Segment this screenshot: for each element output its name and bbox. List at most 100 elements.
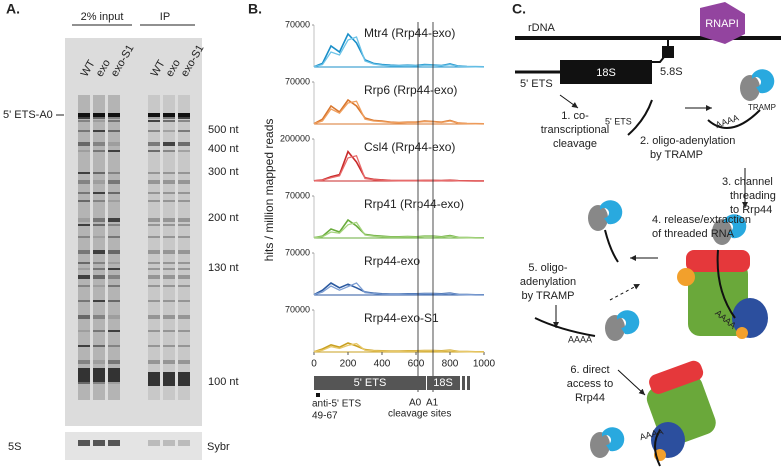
- step-text: 2. oligo-adenylation: [640, 135, 735, 147]
- tramp-grey: [588, 205, 608, 231]
- gel-band: [78, 250, 90, 254]
- probe-label: 49-67: [312, 411, 338, 422]
- step-text: transcriptional: [541, 124, 609, 136]
- gel-band: [93, 236, 105, 238]
- gel-band: [78, 315, 90, 319]
- tramp-grey: [605, 315, 625, 341]
- lane-smear: [108, 95, 120, 400]
- gel-band: [148, 285, 160, 287]
- x-tick-label: 1000: [473, 359, 496, 370]
- gel-band: [93, 382, 105, 384]
- gel-band: [178, 218, 190, 222]
- gel-band: [163, 180, 175, 184]
- gel-band: [108, 218, 120, 222]
- step-text: adenylation: [520, 276, 576, 288]
- arrow: [559, 94, 579, 109]
- region-label: 18S: [433, 377, 453, 389]
- size-marker: 400 nt: [208, 143, 239, 155]
- chart-title: Csl4 (Rrp44-exo): [364, 140, 455, 154]
- gel-band: [163, 300, 175, 302]
- size-marker: 100 nt: [208, 376, 239, 388]
- gel-band: [178, 440, 190, 446]
- step-text: by TRAMP: [650, 149, 703, 161]
- header: 2% input: [81, 11, 124, 23]
- gel-band: [93, 300, 105, 302]
- ets-region: [314, 376, 426, 390]
- rdna-label: rDNA: [528, 22, 556, 34]
- x-tick-label: 600: [408, 359, 425, 370]
- gel-band: [93, 180, 105, 184]
- gel-band: [163, 172, 175, 174]
- panel-label: A.: [6, 1, 20, 17]
- gel-band: [163, 200, 175, 202]
- gel-band: [108, 224, 120, 226]
- gel-band: [163, 224, 175, 226]
- tramp-label: TRAMP: [748, 103, 776, 112]
- gel-band: [93, 172, 105, 174]
- gel-band: [108, 236, 120, 238]
- step-text: to Rrp44: [730, 204, 772, 216]
- series-line: [313, 342, 484, 353]
- gel-band: [178, 300, 190, 302]
- gel-band: [108, 345, 120, 347]
- gel-band: [93, 130, 105, 132]
- gel-band: [78, 224, 90, 226]
- band-label: 5' ETS-A0: [3, 109, 53, 121]
- gel-band: [78, 285, 90, 287]
- gel-band: [178, 345, 190, 347]
- rrna18-box: [560, 60, 652, 84]
- gel-band: [163, 262, 175, 264]
- region-label: 5' ETS: [354, 377, 387, 389]
- gel-band: [78, 113, 90, 117]
- gel-band: [108, 120, 120, 122]
- gel-band: [108, 250, 120, 254]
- gel-band: [163, 250, 175, 254]
- gel-band: [163, 113, 175, 117]
- gel-band: [108, 142, 120, 146]
- size-marker: 130 nt: [208, 262, 239, 274]
- gel-band: [108, 192, 120, 194]
- series-line: [313, 155, 484, 182]
- gel-band: [148, 218, 160, 222]
- gel-band: [163, 192, 175, 194]
- gel-band: [163, 236, 175, 238]
- poly-a: AAAA: [568, 334, 592, 344]
- lane-smear: [163, 95, 175, 400]
- gel-band: [78, 180, 90, 184]
- rna: [707, 109, 761, 129]
- step-text: Rrp44: [575, 392, 605, 404]
- gel-band: [163, 275, 175, 279]
- gel-band: [108, 180, 120, 184]
- tramp-blue: [617, 310, 640, 335]
- step-text: 4. release/extraction: [652, 214, 751, 226]
- gel-band: [108, 360, 120, 364]
- gel-band: [93, 224, 105, 226]
- series-line: [313, 36, 484, 68]
- gel-band: [163, 142, 175, 146]
- gel-band: [148, 372, 160, 386]
- gel-band: [178, 120, 190, 122]
- gel-band: [78, 382, 90, 384]
- gel-band: [108, 368, 120, 382]
- gel-band: [78, 172, 90, 174]
- step-text: 6. direct: [570, 364, 609, 376]
- gel-band: [93, 368, 105, 382]
- panel-label: B.: [248, 1, 262, 17]
- step-text: cleavage: [553, 138, 597, 150]
- gel-band: [163, 218, 175, 222]
- gel-band: [78, 368, 90, 382]
- tramp-grey: [590, 432, 610, 458]
- gel-band: [163, 268, 175, 270]
- chart-title: Mtr4 (Rrp44-exo): [364, 26, 455, 40]
- rna: [534, 317, 596, 337]
- series-line: [313, 221, 485, 239]
- tramp-grey: [740, 75, 760, 101]
- gel-band: [178, 275, 190, 279]
- tramp-blue: [724, 214, 747, 239]
- size-marker: 300 nt: [208, 166, 239, 178]
- gel-band: [148, 142, 160, 146]
- gel-band: [148, 180, 160, 184]
- step-text: of threaded RNA: [652, 228, 735, 240]
- y-tick-label: 200000: [280, 133, 310, 143]
- series-line: [313, 100, 484, 125]
